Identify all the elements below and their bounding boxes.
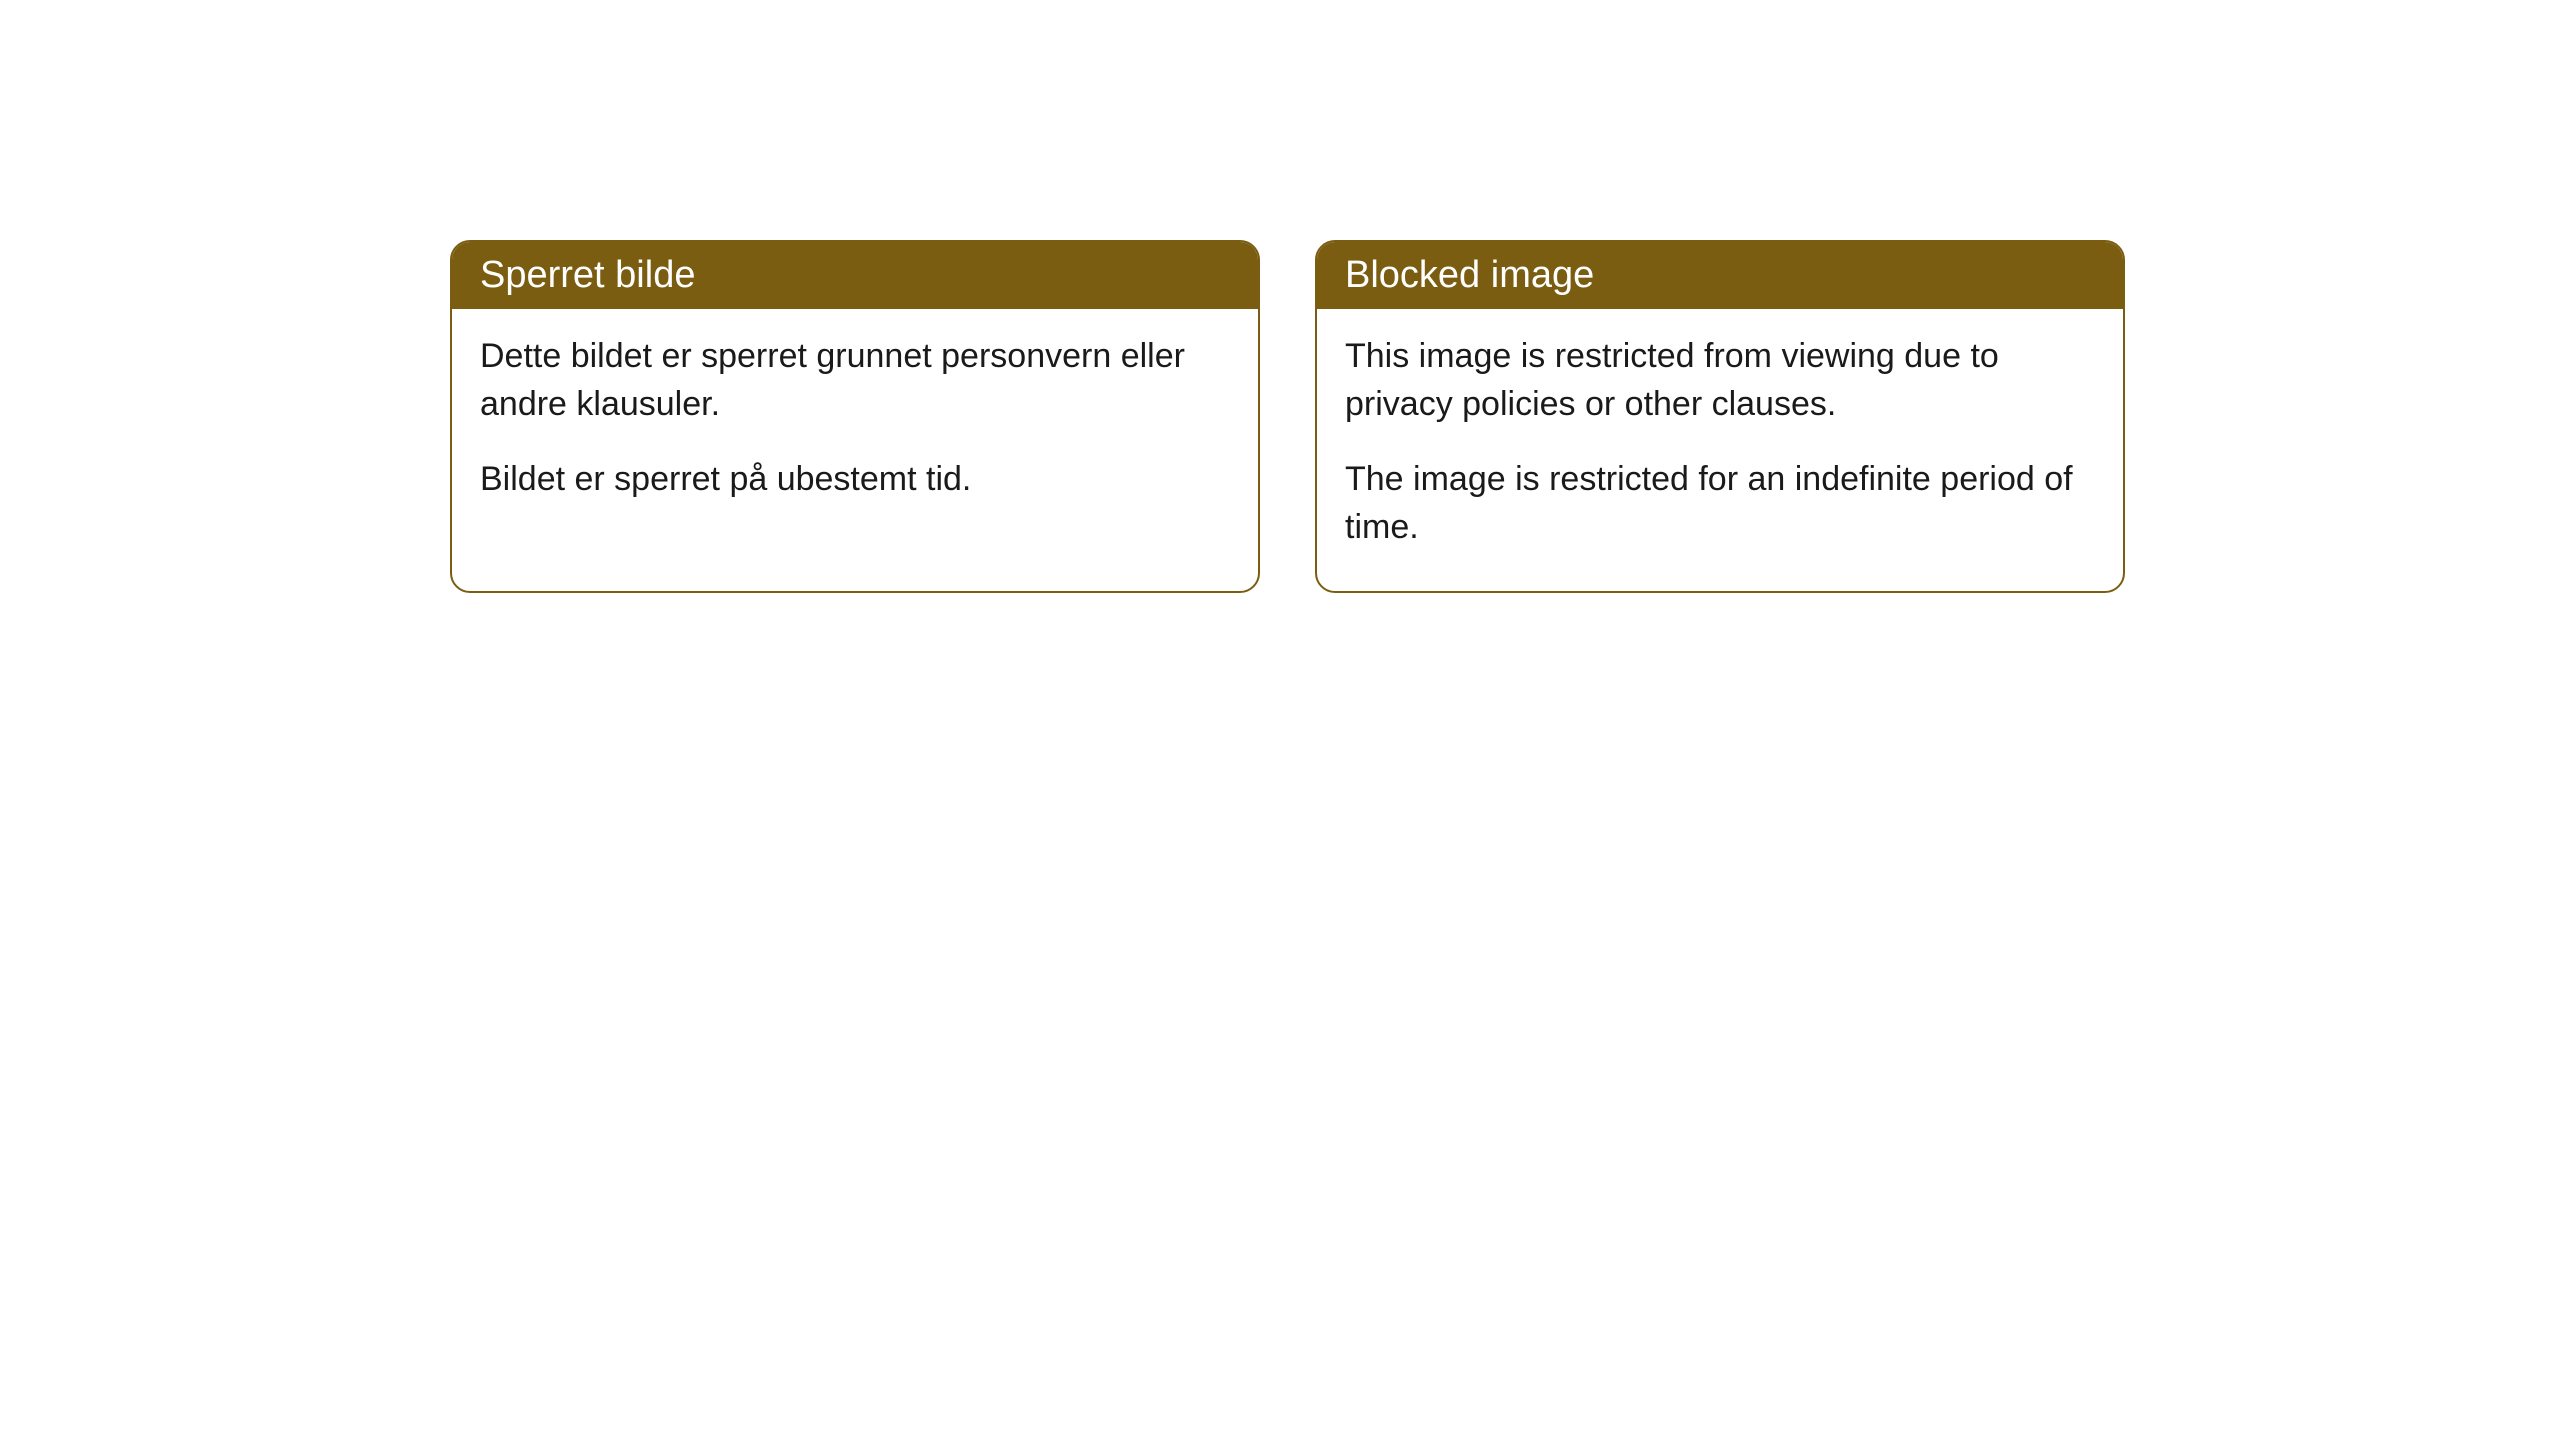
cards-container: Sperret bilde Dette bildet er sperret gr… — [0, 0, 2560, 593]
card-paragraph-2: Bildet er sperret på ubestemt tid. — [480, 456, 1230, 504]
card-body-norwegian: Dette bildet er sperret grunnet personve… — [452, 309, 1258, 544]
card-header-english: Blocked image — [1317, 242, 2123, 309]
card-title: Blocked image — [1345, 254, 1594, 296]
card-header-norwegian: Sperret bilde — [452, 242, 1258, 309]
card-paragraph-1: Dette bildet er sperret grunnet personve… — [480, 333, 1230, 428]
blocked-image-card-norwegian: Sperret bilde Dette bildet er sperret gr… — [450, 240, 1260, 593]
blocked-image-card-english: Blocked image This image is restricted f… — [1315, 240, 2125, 593]
card-paragraph-2: The image is restricted for an indefinit… — [1345, 456, 2095, 551]
card-body-english: This image is restricted from viewing du… — [1317, 309, 2123, 591]
card-title: Sperret bilde — [480, 254, 695, 296]
card-paragraph-1: This image is restricted from viewing du… — [1345, 333, 2095, 428]
